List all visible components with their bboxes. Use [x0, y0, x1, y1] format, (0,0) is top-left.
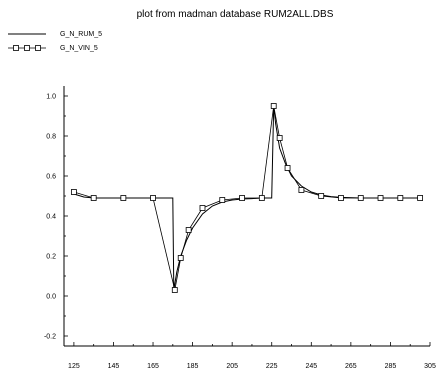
data-point-vin-3	[150, 195, 156, 201]
data-point-vin-14	[298, 187, 305, 193]
legend-marker-vin-1	[13, 45, 19, 51]
y-tick-label-1: 0.0	[46, 294, 56, 301]
data-point-vin-10	[258, 195, 265, 201]
legend-marker-vin-3	[35, 45, 41, 51]
y-tick-label-2: 0.2	[46, 254, 56, 261]
data-point-vin-7	[199, 205, 206, 211]
data-point-vin-9	[239, 195, 245, 201]
legend-label-vin: G_N_VIN_5	[60, 45, 98, 52]
data-point-vin-20	[417, 195, 424, 201]
y-tick-label-3: 0.4	[46, 214, 56, 221]
data-point-vin-8	[219, 197, 226, 203]
data-point-vin-1	[90, 195, 97, 201]
x-tick-label-2: 165	[147, 363, 159, 370]
chart-title: plot from madman database RUM2ALL.DBS	[137, 9, 334, 20]
y-tick-label-5: 0.8	[46, 134, 56, 141]
x-tick-label-1: 145	[108, 363, 120, 370]
axes	[63, 86, 430, 347]
ticks: -0.2 0.0 0.2 0.4 0.6 0.8 1.0 125 145 165 185 205 225…	[44, 94, 436, 371]
data-point-vin-19	[397, 195, 404, 201]
data-point-vin-2	[120, 195, 127, 201]
legend: G_N_RUM_5 G_N_VIN_5	[8, 31, 102, 52]
x-tick-label-7: 265	[345, 363, 357, 370]
x-tick-label-8: 285	[385, 363, 397, 370]
y-tick-label-6: 1.0	[46, 94, 56, 101]
data-point-vin-11	[270, 103, 277, 109]
data-point-vin-13	[284, 165, 291, 171]
data-point-vin-4	[171, 287, 178, 293]
legend-marker-vin-2	[24, 45, 30, 51]
data-point-vin-15	[318, 193, 325, 199]
data-point-vin-6	[185, 227, 192, 233]
x-tick-label-6: 245	[305, 363, 317, 370]
data-point-vin-16	[338, 195, 344, 201]
data-point-vin-0	[70, 189, 77, 195]
x-tick-label-5: 225	[266, 363, 278, 370]
data-point-vin-5	[177, 255, 184, 261]
x-tick-label-3: 185	[187, 363, 199, 370]
data-point-vin-17	[357, 195, 364, 201]
x-tick-label-4: 205	[226, 363, 238, 370]
y-tick-label-4: 0.6	[46, 174, 56, 181]
data-point-vin-18	[377, 195, 384, 201]
series	[70, 103, 424, 293]
y-tick-label-0: -0.2	[44, 334, 56, 341]
x-tick-label-9: 305	[424, 363, 436, 370]
legend-label-rum: G_N_RUM_5	[60, 31, 102, 38]
data-point-vin-12	[276, 135, 283, 141]
x-tick-label-0: 125	[68, 363, 80, 370]
